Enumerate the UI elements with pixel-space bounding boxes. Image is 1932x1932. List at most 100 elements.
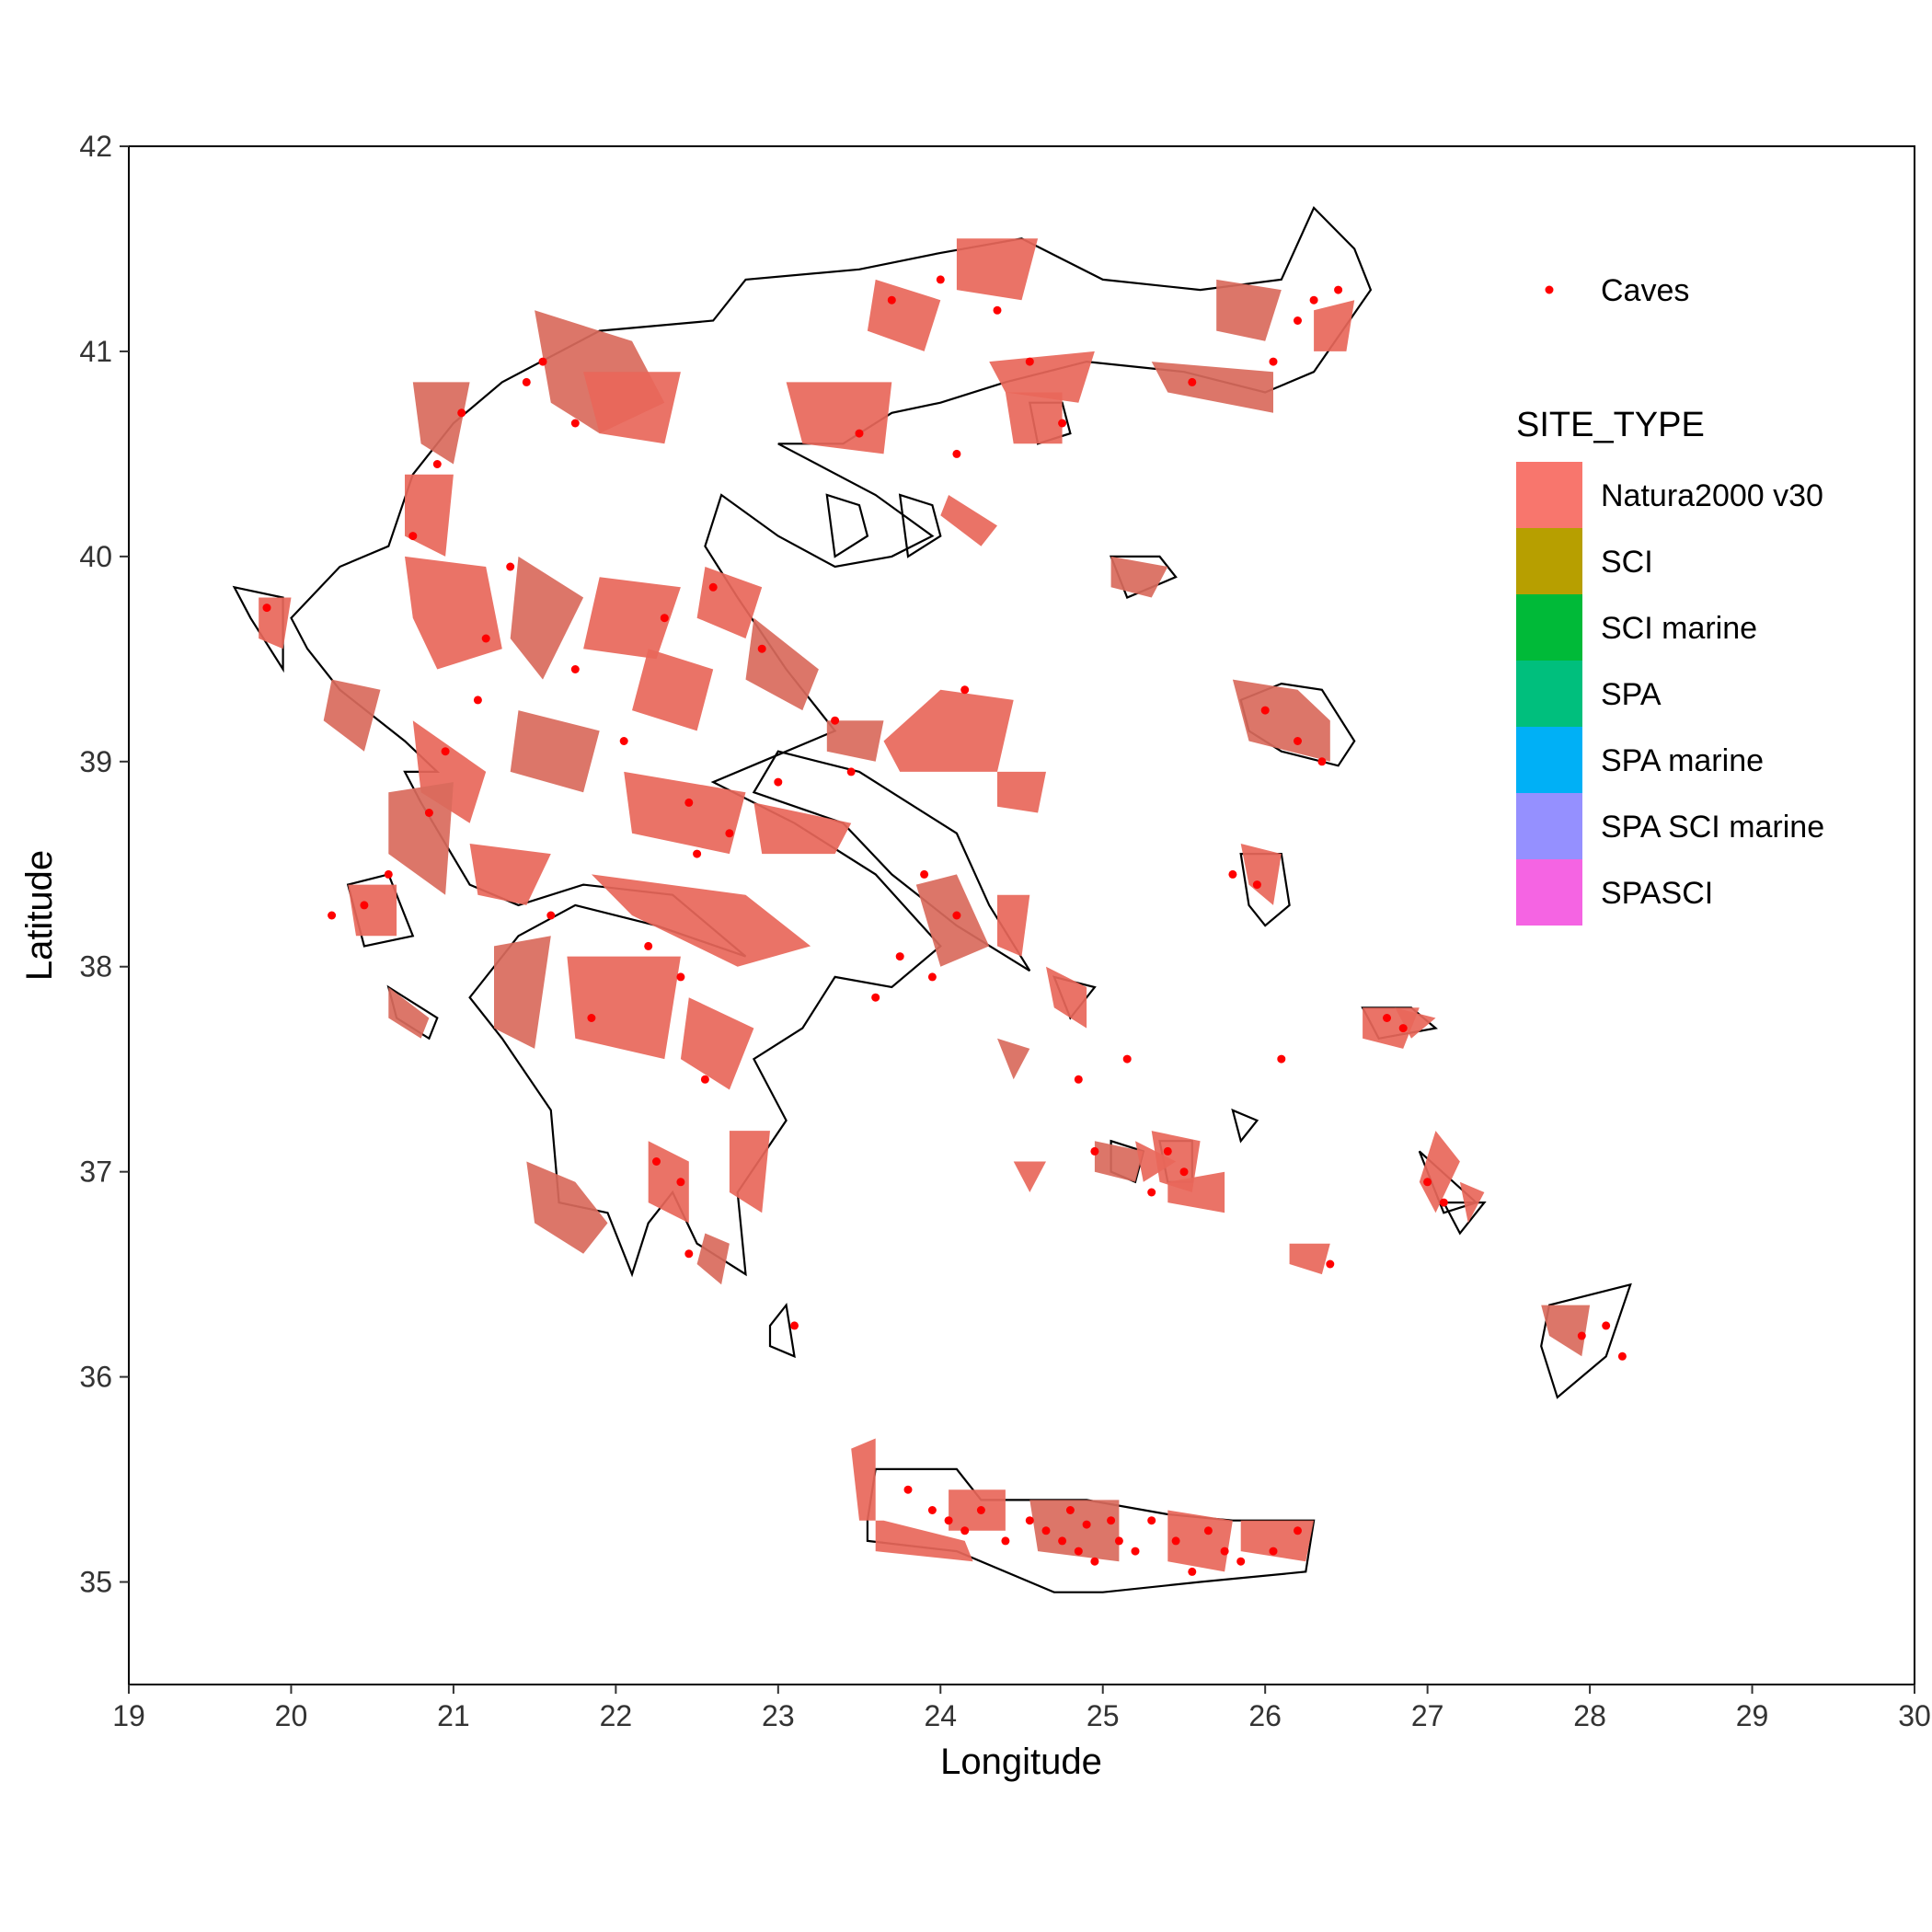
protected-site-polygon [989,351,1095,403]
protected-site-polygon [956,238,1039,301]
cave-point [570,665,580,673]
cave-point [1577,1331,1586,1340]
y-tick-label: 37 [79,1156,112,1189]
cave-point [473,696,482,705]
cave-point [1220,1547,1229,1556]
protected-site-polygon [729,1131,770,1213]
cave-point [538,357,547,366]
cave-point [522,377,531,386]
cave-point [700,1075,709,1084]
protected-site-polygon [1363,1007,1420,1049]
cave-point [1147,1516,1156,1525]
cave-point [927,972,937,982]
cave-point [846,767,856,776]
cave-point [1294,316,1302,325]
protected-site-polygon [412,382,470,465]
cave-point [1188,377,1197,386]
protected-site-polygon [1541,1305,1591,1357]
cave-point [1041,1526,1051,1535]
cave-point [1294,737,1302,745]
cave-point [903,1485,913,1494]
cave-point [684,798,694,807]
cave-point [790,1321,799,1330]
protected-site-polygon [826,720,884,762]
map-content [232,205,1632,1593]
cave-point [408,532,418,541]
x-tick-label: 27 [1411,1699,1444,1732]
x-tick-label: 22 [600,1699,633,1732]
protected-site-polygon [1151,1131,1201,1192]
cave-point [262,604,271,613]
legend-label: SPASCI [1601,876,1713,911]
protected-site-polygon [405,556,502,670]
cave-point [570,419,580,428]
cave-point [1439,1198,1448,1207]
x-axis: 19 20 21 22 23 24 25 26 27 28 29 30 [112,1685,1931,1732]
protected-site-polygon [1046,966,1087,1029]
legend-label: SPA marine [1601,743,1764,778]
protected-site-polygon [753,802,852,855]
cave-point [1163,1146,1172,1156]
cave-point [920,869,929,879]
protected-site-polygon [388,987,430,1039]
cave-point [725,829,734,838]
cave-point [1260,706,1270,715]
cave-point [1602,1321,1611,1330]
protected-site-polygon [883,689,1014,772]
legend-label: SPA [1601,677,1662,712]
coastline [898,493,942,558]
protected-site-polygon [510,710,600,793]
cave-point [1334,285,1343,294]
protected-site-polygon [680,997,754,1090]
protected-site-polygon [632,649,714,731]
protected-site-polygon [1419,1131,1460,1213]
cave-point [432,460,442,468]
cave-point [506,562,515,571]
protected-site-polygon [1314,300,1355,351]
x-tick-label: 26 [1248,1699,1282,1732]
legend-caves-symbol [1545,285,1554,294]
protected-site-polygon [1151,362,1273,413]
y-tick-label: 40 [79,540,112,573]
protected-site-polygon [1005,392,1063,444]
coastline [1540,1282,1632,1399]
cave-point [1131,1547,1140,1556]
protected-site-polygon [786,382,892,454]
cave-point [360,901,369,910]
protected-site-polygon [624,771,746,855]
legend-label: SCI marine [1601,611,1757,646]
cave-point [1317,757,1327,766]
legend-caves: Caves [1545,273,1689,308]
cave-point [676,1178,685,1187]
cave-point [952,449,961,458]
protected-site-polygon [1216,279,1282,341]
cave-point [960,1526,970,1535]
cave-point [757,644,766,653]
cave-point [1203,1526,1213,1535]
y-tick-label: 41 [79,335,112,368]
legend-site-type: SITE_TYPE Natura2000 v30 SCI SCI marine SPA… [1516,406,1824,926]
cave-point [1252,880,1261,890]
y-axis: 35 36 37 38 39 40 41 42 [79,130,129,1599]
cave-point [1147,1188,1156,1197]
cave-point [895,952,904,961]
protected-site-polygon [583,577,681,660]
cave-point [1065,1506,1075,1514]
y-tick-label: 39 [79,745,112,778]
cave-point [1058,419,1067,428]
cave-point [481,634,490,643]
protected-site-polygon [915,874,990,967]
cave-point [1423,1178,1432,1187]
x-tick-label: 21 [437,1699,470,1732]
cave-point [441,747,450,756]
y-tick-label: 35 [79,1566,112,1599]
cave-point [1294,1526,1302,1535]
coastline [825,493,869,558]
protected-site-polygon [940,495,997,546]
cave-point [1228,869,1237,879]
protected-site-polygon [591,874,811,967]
cave-point [1114,1536,1123,1546]
x-tick-label: 30 [1898,1699,1931,1732]
x-tick-label: 19 [112,1699,145,1732]
